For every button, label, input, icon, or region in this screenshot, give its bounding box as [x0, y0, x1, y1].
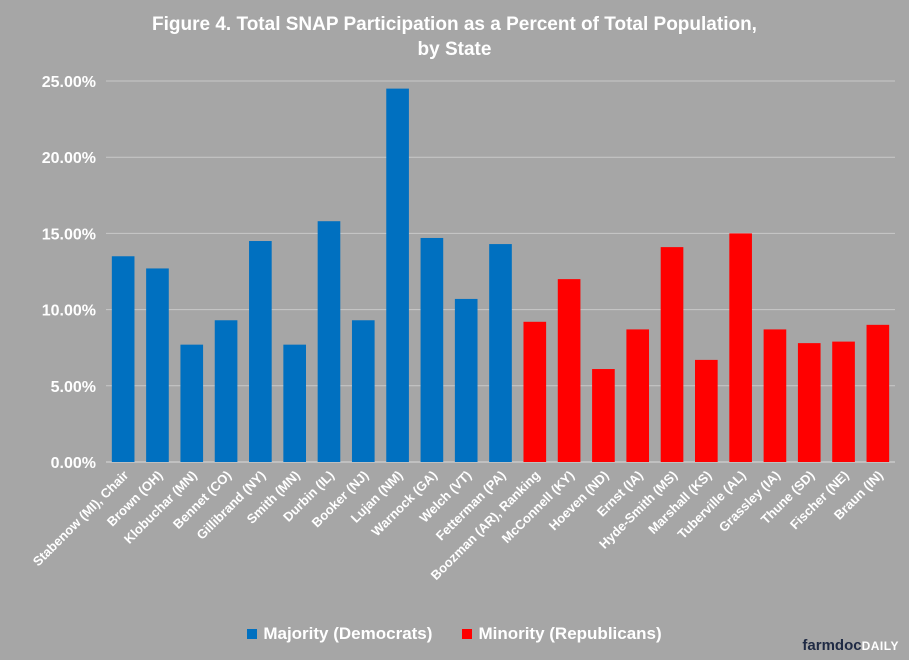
bar: [249, 241, 272, 462]
legend-swatch-majority: [247, 629, 258, 639]
bar: [797, 343, 821, 462]
legend-label-majority: Majority (Democrats): [263, 624, 433, 643]
brand-part1: farmdoc: [802, 637, 862, 654]
bar: [214, 320, 238, 462]
bar: [420, 237, 444, 462]
bar-chart: 0.00%5.00%10.00%15.00%20.00%25.00%Staben…: [30, 74, 895, 583]
bar: [832, 341, 855, 462]
chart-title: Figure 4. Total SNAP Participation as a …: [152, 14, 757, 60]
bar: [283, 344, 306, 462]
brand-part2: DAILY: [861, 639, 899, 653]
y-tick-label: 20.00%: [42, 150, 96, 167]
bar: [146, 268, 169, 462]
bar: [729, 233, 752, 462]
bar: [454, 298, 478, 462]
bar: [111, 256, 135, 462]
bar: [592, 369, 615, 462]
legend-swatch-minority: [462, 629, 473, 639]
bar: [489, 244, 512, 462]
brand-logo: farmdocDAILY: [802, 637, 899, 654]
bar: [626, 329, 650, 462]
legend-item-minority: Minority (Republicans): [462, 624, 662, 644]
bar: [386, 88, 409, 463]
bar: [180, 344, 204, 462]
legend: Majority (Democrats) Minority (Republica…: [0, 624, 909, 644]
y-tick-label: 25.00%: [42, 74, 96, 91]
bar: [695, 359, 718, 462]
bar: [660, 247, 684, 462]
y-tick-label: 10.00%: [42, 303, 96, 320]
y-tick-label: 0.00%: [51, 455, 96, 472]
bar: [763, 329, 787, 462]
bar: [523, 321, 547, 462]
y-tick-label: 5.00%: [51, 379, 96, 396]
bar: [351, 320, 375, 462]
bar: [557, 279, 581, 462]
legend-item-majority: Majority (Democrats): [247, 624, 432, 644]
y-tick-label: 15.00%: [42, 226, 96, 243]
bar: [317, 221, 341, 462]
legend-label-minority: Minority (Republicans): [478, 624, 662, 643]
bar: [866, 324, 890, 462]
